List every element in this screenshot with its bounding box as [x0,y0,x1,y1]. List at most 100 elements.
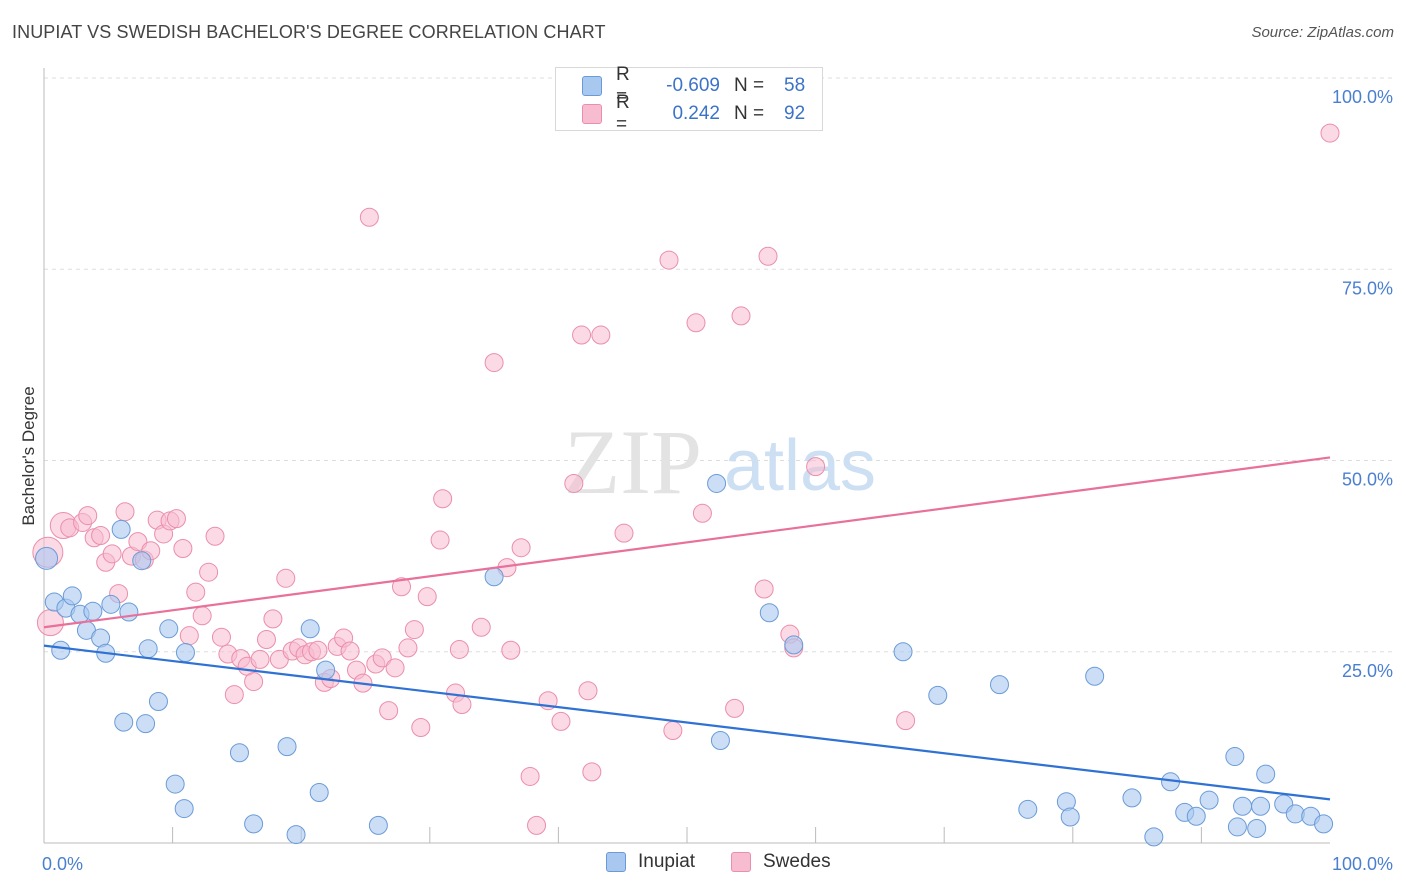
y-axis-label: Bachelor's Degree [19,386,38,525]
inupiat-point [759,603,779,623]
bottom-legend-label-swedes: Swedes [763,851,831,872]
swedes-point [1320,123,1340,143]
watermark-atlas: atlas [724,426,876,506]
swedes-point [686,313,706,333]
watermark-zip: ZIP [564,411,702,513]
inupiat-point [1314,814,1334,834]
swedes-point [192,606,212,626]
swedes-point [166,509,186,529]
inupiat-point [1233,796,1253,816]
legend-n-value: 58 [784,75,806,96]
inupiat-point [114,712,134,732]
swedes-point [433,489,453,509]
swedes-point [564,473,584,493]
legend-swatch-swedes [582,104,602,124]
series-swedes-points [32,123,1340,835]
swedes-point [244,672,264,692]
swedes-point [614,523,634,543]
inupiat-point [174,799,194,819]
inupiat-point [1251,796,1271,816]
watermark: ZIP atlas [564,411,876,513]
swedes-point [102,544,122,564]
swedes-point [731,306,751,326]
swedes-point [128,532,148,552]
inupiat-point [119,602,139,622]
x-tick-label: 100.0% [1332,854,1393,874]
swedes-point [551,711,571,731]
inupiat-point [1225,747,1245,767]
legend-row-swedes: R = 0.242 N = 92 [582,92,806,135]
swedes-point [659,250,679,270]
inupiat-point [1227,817,1247,837]
inupiat-point [286,825,306,845]
swedes-point [578,681,598,701]
swedes-point [263,609,283,629]
legend-r-value: -0.609 [666,75,720,96]
inupiat-point [1122,788,1142,808]
inupiat-point [277,737,297,757]
swedes-point [582,762,602,782]
inupiat-point [101,594,121,614]
swedes-point [385,658,405,678]
swedes-point [256,630,276,650]
inupiat-point [138,639,158,659]
tick-labels: 25.0% 50.0% 75.0% 100.0% 0.0% 100.0% [42,87,1393,874]
swedes-point [78,506,98,526]
bottom-legend-label-inupiat: Inupiat [638,851,696,872]
swedes-point [511,538,531,558]
swedes-point [224,685,244,705]
x-tick-label: 0.0% [42,854,83,874]
inupiat-point [893,642,913,662]
swedes-point [173,538,193,558]
inupiat-point [136,714,156,734]
swedes-point [91,525,111,545]
swedes-point [692,503,712,523]
inupiat-point [1247,818,1267,838]
legend-n-value: 92 [784,103,806,124]
legend-r-value: 0.242 [672,103,720,124]
grid-lines [44,77,1395,653]
chart-title: INUPIAT VS SWEDISH BACHELOR'S DEGREE COR… [12,22,606,42]
swedes-point [308,640,328,660]
bottom-legend-inupiat: Inupiat [606,851,695,873]
legend-n-label: N = [734,75,765,96]
inupiat-point [62,586,82,606]
swedes-point [430,530,450,550]
bottom-legend-swatch-swedes [731,852,751,872]
inupiat-point [229,743,249,763]
inupiat-point [1018,799,1038,819]
series-inupiat-points [35,473,1334,847]
inupiat-point [148,691,168,711]
swedes-point [398,638,418,658]
swedes-point [115,502,135,522]
inupiat-point [1186,806,1206,826]
inupiat-point [165,774,185,794]
inupiat-point [710,730,730,750]
inupiat-point [1060,807,1080,827]
swedes-point [758,246,778,266]
swedes-trend-line [43,456,1331,629]
legend-row-inupiat: R = -0.609 N = 58 [582,64,806,107]
swedes-point [411,717,431,737]
swedes-point [471,617,491,637]
swedes-point [520,766,540,786]
inupiat-point [484,567,504,587]
legend-r-label: R = [616,92,630,135]
y-tick-label: 75.0% [1342,278,1393,298]
swedes-point [340,641,360,661]
swedes-point [484,353,504,373]
swedes-point [179,626,199,646]
swedes-point [417,587,437,607]
swedes-point [452,695,472,715]
swedes-point [276,568,296,588]
swedes-point [379,701,399,721]
swedes-point [725,698,745,718]
inupiat-point [989,675,1009,695]
legend-swatch-inupiat [582,76,602,96]
swedes-point [896,711,916,731]
swedes-point [572,325,592,345]
swedes-point [250,649,270,669]
swedes-point [205,526,225,546]
swedes-point [754,579,774,599]
